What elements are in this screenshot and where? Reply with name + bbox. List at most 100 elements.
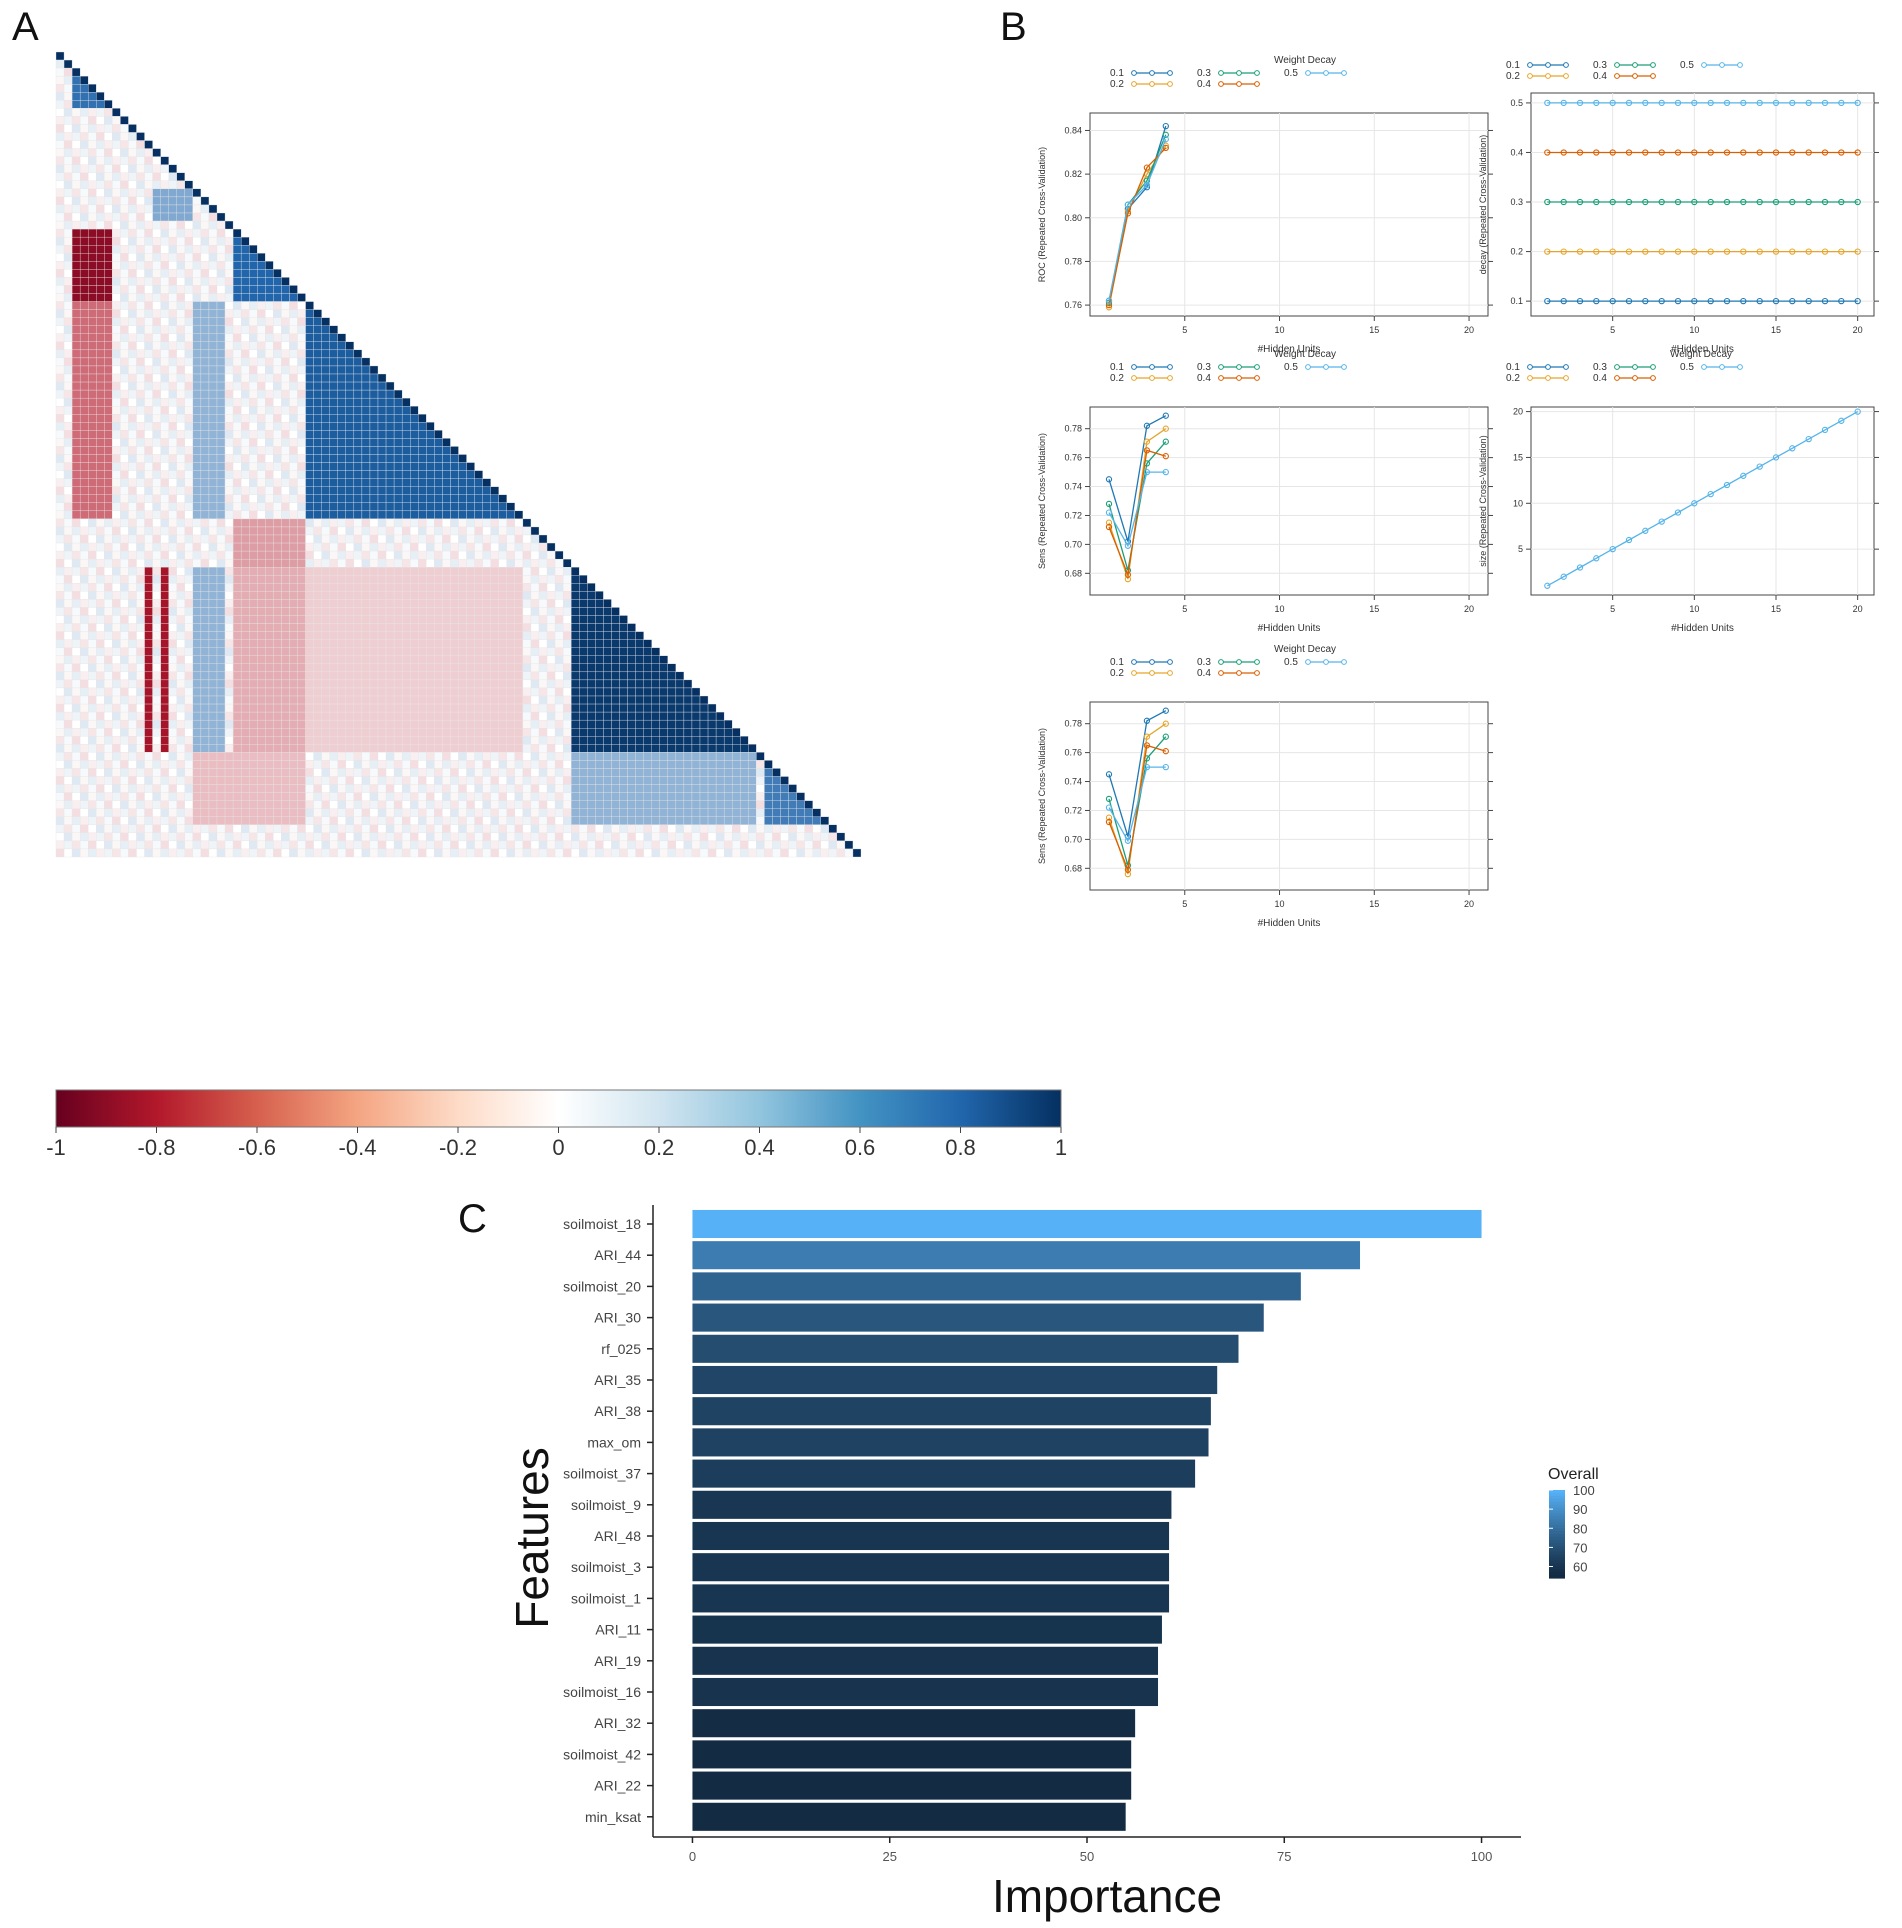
heatmap-cell <box>659 687 668 697</box>
heatmap-cell <box>63 840 73 850</box>
heatmap-cell <box>144 647 153 656</box>
heatmap-cell <box>297 438 306 447</box>
heatmap-cell <box>603 840 612 850</box>
heatmap-cell <box>393 816 403 825</box>
heatmap-cell <box>305 430 314 439</box>
heatmap-cell <box>450 615 459 624</box>
heatmap-cell <box>313 317 322 326</box>
heatmap-cell <box>289 575 298 584</box>
heatmap-cell <box>587 792 596 801</box>
heatmap-cell <box>104 397 113 407</box>
heatmap-cell <box>562 792 572 801</box>
heatmap-cell <box>160 277 169 286</box>
heatmap-cell <box>329 824 338 834</box>
heatmap-cell <box>265 301 274 310</box>
heatmap-cell <box>683 752 693 761</box>
heatmap-cell <box>377 647 387 656</box>
heatmap-cell <box>466 776 475 785</box>
heatmap-cell <box>305 309 314 318</box>
heatmap-cell <box>71 164 81 173</box>
heatmap-cell <box>152 478 161 487</box>
heatmap-cell <box>321 567 330 576</box>
heatmap-cell <box>579 719 588 729</box>
heatmap-cell <box>418 808 427 817</box>
heatmap-cell <box>740 840 749 850</box>
heatmap-cell <box>71 293 81 302</box>
heatmap-cell <box>732 728 741 737</box>
heatmap-cell <box>208 285 218 294</box>
heatmap-cell <box>538 558 548 568</box>
heatmap-cell <box>603 719 612 729</box>
heatmap-cell <box>55 607 65 616</box>
heatmap-cell <box>88 534 97 544</box>
heatmap-cell <box>401 784 411 793</box>
heatmap-cell <box>627 832 636 842</box>
heatmap-cell <box>55 333 65 342</box>
heatmap-cell <box>434 526 443 536</box>
heatmap-cell <box>168 550 177 560</box>
heatmap-cell <box>369 736 379 745</box>
heatmap-cell <box>514 736 524 745</box>
heatmap-cell <box>490 631 499 640</box>
heatmap-cell <box>257 389 266 399</box>
heatmap-cell <box>289 317 298 326</box>
heatmap-cell <box>273 711 282 721</box>
heatmap-cell <box>281 583 290 592</box>
heatmap-cell <box>498 784 507 793</box>
heatmap-cell <box>120 760 129 769</box>
heatmap-cell <box>401 397 411 407</box>
heatmap-cell <box>329 800 338 809</box>
heatmap-cell <box>530 703 540 713</box>
heatmap-cell <box>651 808 660 817</box>
heatmap-cell <box>619 816 628 825</box>
heatmap-cell <box>152 719 161 729</box>
heatmap-cell <box>595 760 604 769</box>
heatmap-cell <box>128 639 137 648</box>
heatmap-cell <box>538 583 548 592</box>
heatmap-cell <box>152 245 161 254</box>
heatmap-cell <box>281 647 290 656</box>
heatmap-cell <box>249 808 258 817</box>
heatmap-cell <box>88 502 97 512</box>
heatmap-cell <box>410 438 419 447</box>
heatmap-cell <box>112 736 121 745</box>
heatmap-cell <box>466 800 475 809</box>
heatmap-cell <box>651 728 660 737</box>
heatmap-cell <box>522 567 532 576</box>
heatmap-cell <box>305 518 314 528</box>
heatmap-cell <box>603 607 612 616</box>
heatmap-cell <box>63 800 73 809</box>
heatmap-cell <box>152 518 161 528</box>
heatmap-cell <box>619 784 628 793</box>
heatmap-cell <box>88 687 97 697</box>
heatmap-cell <box>265 567 274 576</box>
heatmap-cell <box>265 397 274 407</box>
heatmap-cell <box>208 422 218 431</box>
heatmap-cell <box>369 792 379 801</box>
heatmap-cell <box>450 454 459 463</box>
heatmap-cell <box>79 325 89 334</box>
heatmap-cell <box>55 454 65 463</box>
heatmap-cell <box>377 728 387 737</box>
heatmap-cell <box>257 575 266 584</box>
heatmap-cell <box>442 752 451 761</box>
heatmap-cell <box>595 695 604 705</box>
heatmap-cell <box>200 534 210 544</box>
heatmap-cell <box>192 269 202 278</box>
heatmap-cell <box>740 784 749 793</box>
heatmap-cell <box>176 615 185 624</box>
heatmap-cell <box>200 245 210 254</box>
heatmap-cell <box>71 333 81 342</box>
heatmap-cell <box>369 744 379 753</box>
heatmap-cell <box>321 719 330 729</box>
heatmap-cell <box>748 800 757 809</box>
heatmap-cell <box>152 784 161 793</box>
heatmap-cell <box>176 373 185 383</box>
heatmap-cell <box>168 196 177 206</box>
heatmap-cell <box>434 768 443 777</box>
heatmap-cell <box>321 824 330 834</box>
heatmap-cell <box>96 253 105 262</box>
heatmap-cell <box>176 784 185 793</box>
heatmap-cell <box>120 140 129 149</box>
